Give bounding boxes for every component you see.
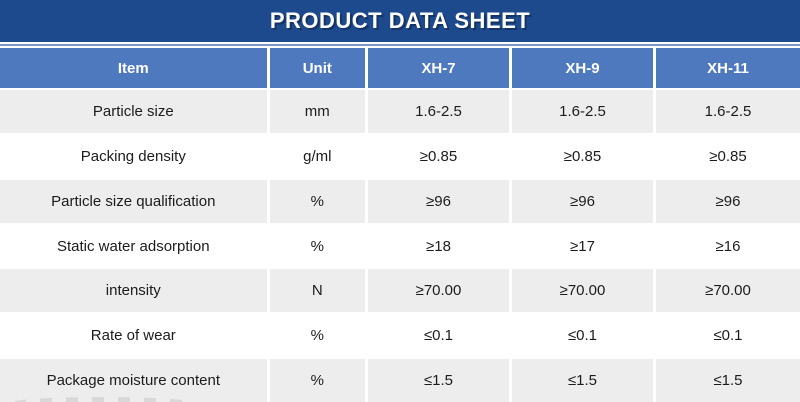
unit-cell: % [270,314,368,358]
value-cell: 1.6-2.5 [704,102,752,120]
value-cell: ≥96 [368,179,512,223]
item-cell: Package moisture content [0,359,270,402]
header-xh9: XH-9 [512,48,656,88]
value-cell: ≥0.85 [368,134,512,178]
unit-cell: mm [270,90,368,133]
value-cell: ≤0.1 [368,314,512,358]
banner: PRODUCT DATA SHEET [0,0,800,42]
value-cell: ≥0.85 [512,134,656,178]
value-cell: ≥96 [715,192,741,210]
item-cell: Packing density [0,134,270,178]
unit-cell: % [270,224,368,268]
value-cell: ≥18 [368,224,512,268]
unit-cell: % [270,359,368,402]
table-row: Particle size qualification % ≥96 ≥96 ≥9… [0,177,800,223]
item-cell: Rate of wear [0,314,270,358]
table-header-row: Item Unit XH-7 XH-9 XH-11 [0,48,800,88]
value-cell: 1.6-2.5 [368,90,512,133]
table-row: Packing density g/ml ≥0.85 ≥0.85 ≥0.85 [0,132,800,178]
value-cell: ≥70.00 [368,269,512,313]
table-row: intensity N ≥70.00 ≥70.00 ≥70.00 [0,267,800,313]
table-row: Package moisture content % ≤1.5 ≤1.5 ≤1.… [0,357,800,402]
header-item: Item [0,48,270,88]
value-cell: ≤1.5 [512,359,656,402]
table-body: Particle size mm 1.6-2.5 1.6-2.5 1.6-2.5… [0,88,800,402]
value-cell: ≥70.00 [512,269,656,313]
header-unit: Unit [270,48,368,88]
value-cell: ≥17 [512,224,656,268]
value-cell: ≤0.1 [512,314,656,358]
value-cell: ≤1.5 [368,359,512,402]
item-cell: Particle size qualification [0,179,270,223]
header-xh7: XH-7 [368,48,512,88]
item-cell: Particle size [0,90,270,133]
unit-cell: % [270,179,368,223]
value-cell: ≥96 [512,179,656,223]
unit-cell: g/ml [270,134,368,178]
table-row: Static water adsorption % ≥18 ≥17 ≥16 [0,222,800,268]
table-row: Rate of wear % ≤0.1 ≤0.1 ≤0.1 [0,312,800,358]
value-cell: ≥0.85 [709,147,747,165]
value-cell: ≤0.1 [713,327,743,345]
item-cell: Static water adsorption [0,224,270,268]
value-cell: ≥16 [715,237,741,255]
value-cell: ≥70.00 [705,282,751,300]
header-xh11: XH-11 [707,59,749,77]
page-title: PRODUCT DATA SHEET [269,8,531,33]
unit-cell: N [270,269,368,313]
value-cell: 1.6-2.5 [512,90,656,133]
value-cell: ≤1.5 [713,372,743,390]
accent-divider [0,42,800,48]
item-cell: intensity [0,269,270,313]
table-row: Particle size mm 1.6-2.5 1.6-2.5 1.6-2.5 [0,88,800,133]
